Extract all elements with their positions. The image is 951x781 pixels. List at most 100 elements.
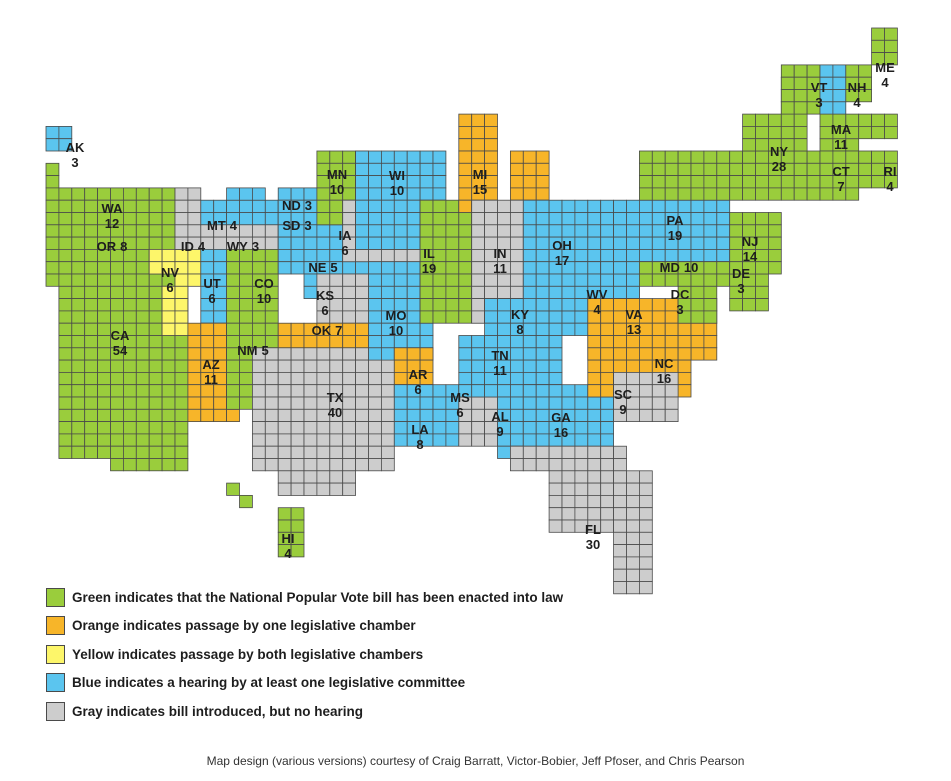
state-tile	[742, 150, 756, 164]
state-tile	[716, 273, 731, 287]
state-tile	[587, 224, 602, 238]
state-tile	[251, 421, 266, 435]
state-tile	[174, 224, 189, 238]
state-tile	[84, 224, 98, 238]
legend-swatch-yellow	[46, 644, 65, 664]
state-tile	[393, 347, 408, 361]
state-tile	[639, 248, 653, 263]
state-tile	[71, 322, 86, 336]
state-tile	[303, 236, 318, 250]
state-tile	[342, 285, 357, 299]
state-tile	[84, 433, 98, 447]
state-tile	[522, 347, 537, 361]
state-tile	[406, 310, 421, 324]
state-tile	[535, 162, 550, 177]
state-abbr-ca: CA	[111, 328, 130, 343]
state-ak	[45, 126, 73, 152]
state-tile	[471, 248, 486, 263]
state-tile	[471, 421, 486, 435]
state-tile	[497, 396, 511, 410]
state-tile	[368, 445, 382, 459]
state-tile	[71, 212, 86, 226]
state-tile	[355, 236, 369, 250]
state-votes-mi: 15	[473, 182, 487, 197]
state-tile	[71, 371, 86, 386]
state-votes-nh: 4	[853, 95, 861, 110]
state-tile	[613, 445, 627, 459]
state-tile	[613, 273, 627, 287]
state-tile	[58, 199, 73, 213]
state-tile	[71, 335, 86, 349]
legend-label-yellow: Yellow indicates passage by both legisla…	[72, 646, 424, 662]
state-tile	[226, 322, 240, 336]
state-tile	[123, 433, 137, 447]
state-tile	[574, 408, 589, 422]
state-tile	[380, 433, 395, 447]
state-tile	[780, 187, 795, 201]
state-tile	[742, 187, 756, 201]
state-tile	[497, 212, 511, 226]
state-tile	[509, 347, 524, 361]
state-tile	[226, 199, 240, 213]
state-tile	[393, 224, 408, 238]
state-tile	[548, 445, 563, 459]
state-tile	[574, 212, 589, 226]
state-tile	[342, 261, 357, 275]
state-tile	[703, 199, 718, 213]
state-tile	[97, 408, 111, 422]
state-tile	[497, 310, 511, 324]
state-tile	[316, 212, 331, 226]
state-tile	[780, 126, 795, 140]
state-tile	[355, 408, 369, 422]
state-tile	[393, 433, 408, 447]
state-tile	[406, 273, 421, 287]
state-tile	[342, 384, 357, 398]
state-tile	[574, 482, 589, 496]
state-tile	[613, 519, 627, 533]
state-tile	[239, 384, 253, 398]
state-tile	[393, 248, 408, 263]
state-tile	[135, 384, 150, 398]
state-tile	[316, 458, 331, 472]
state-tile	[264, 433, 279, 447]
state-tile	[380, 347, 395, 361]
state-tile	[574, 384, 589, 398]
state-tile	[174, 396, 189, 410]
state-tile	[84, 445, 98, 459]
state-tile	[58, 310, 73, 324]
state-tile	[535, 298, 550, 312]
state-tile	[639, 568, 653, 582]
state-tile	[587, 261, 602, 275]
state-tile	[651, 384, 666, 398]
state-tile	[187, 396, 202, 410]
state-abbr-nv: NV	[161, 265, 179, 280]
state-label-nm: NM 5	[237, 343, 268, 358]
state-tile	[561, 212, 576, 226]
state-tile	[626, 224, 640, 238]
state-tile	[484, 199, 498, 213]
state-tile	[742, 175, 756, 189]
state-tile	[780, 113, 795, 127]
state-tile	[884, 113, 898, 127]
state-tile	[226, 285, 240, 299]
state-tile	[613, 458, 627, 472]
state-votes-ri: 4	[886, 179, 894, 194]
state-tile	[123, 199, 137, 213]
state-tile	[342, 371, 357, 386]
state-tile	[613, 359, 627, 373]
state-tile	[368, 187, 382, 201]
state-tile	[716, 212, 731, 226]
state-tile	[45, 199, 60, 213]
state-tile	[793, 175, 808, 189]
state-tile	[613, 581, 627, 595]
state-tile	[445, 224, 460, 238]
state-tile	[587, 199, 602, 213]
state-tile	[406, 162, 421, 177]
state-tile	[406, 347, 421, 361]
state-tile	[587, 458, 602, 472]
state-tile	[264, 261, 279, 275]
state-tile	[148, 236, 163, 250]
state-tile	[535, 199, 550, 213]
state-tile	[432, 310, 447, 324]
state-tile	[768, 187, 782, 201]
